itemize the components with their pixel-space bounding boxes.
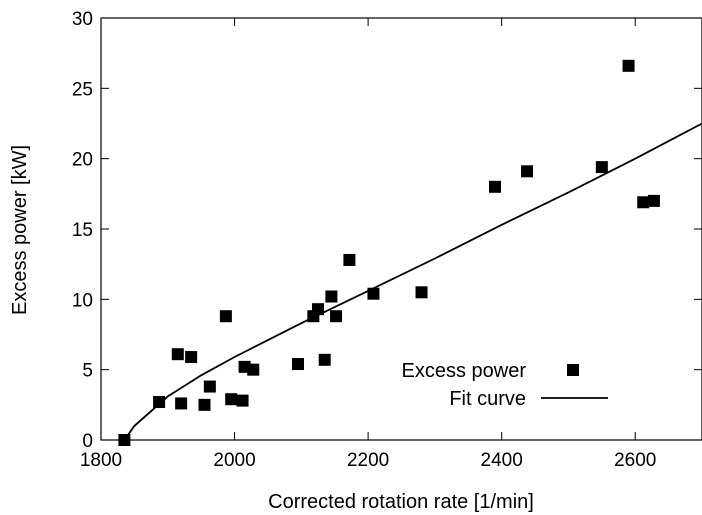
y-tick-label: 20 — [72, 150, 93, 171]
x-tick-label: 2200 — [347, 450, 389, 471]
legend: Excess power Fit curve — [402, 360, 608, 410]
y-tick-label: 15 — [72, 220, 93, 241]
y-tick-label: 5 — [82, 361, 93, 382]
data-point — [171, 348, 184, 361]
data-point — [488, 180, 501, 193]
x-tick-label: 2000 — [213, 450, 255, 471]
data-point — [175, 397, 188, 410]
y-tick-label: 25 — [72, 79, 93, 100]
data-points-layer — [118, 59, 660, 446]
x-tick-label: 1800 — [80, 450, 122, 471]
legend-label-fit-curve: Fit curve — [449, 388, 526, 410]
data-point — [203, 380, 216, 393]
data-point — [225, 393, 238, 406]
data-point — [647, 194, 660, 207]
legend-label-excess-power: Excess power — [402, 360, 527, 382]
data-point — [595, 161, 608, 174]
data-point — [185, 351, 198, 364]
y-tick-label: 10 — [72, 290, 93, 311]
data-point — [247, 363, 260, 376]
legend-marker-excess-power — [567, 364, 579, 376]
axes: 1800 2000 2200 2400 2600 0 5 10 15 20 25 30 — [72, 9, 702, 471]
y-tick-label: 0 — [82, 431, 93, 452]
data-point — [367, 287, 380, 300]
data-point — [219, 310, 232, 323]
data-point — [198, 398, 211, 411]
data-point — [291, 358, 304, 371]
data-point — [330, 310, 343, 323]
data-point — [318, 353, 331, 366]
x-tick-label: 2600 — [614, 450, 656, 471]
data-point — [415, 286, 428, 299]
data-point — [325, 290, 338, 303]
x-tick-label: 2400 — [481, 450, 523, 471]
x-axis-title: Corrected rotation rate [1/min] — [268, 491, 534, 513]
data-point — [521, 165, 534, 178]
data-point — [343, 253, 356, 266]
y-tick-label: 30 — [72, 9, 93, 30]
data-point — [312, 303, 325, 316]
data-point — [153, 396, 166, 409]
y-axis-title: Excess power [kW] — [9, 145, 31, 315]
data-point — [236, 394, 249, 407]
data-point — [637, 196, 650, 209]
data-point — [622, 59, 635, 72]
data-point — [118, 434, 131, 446]
